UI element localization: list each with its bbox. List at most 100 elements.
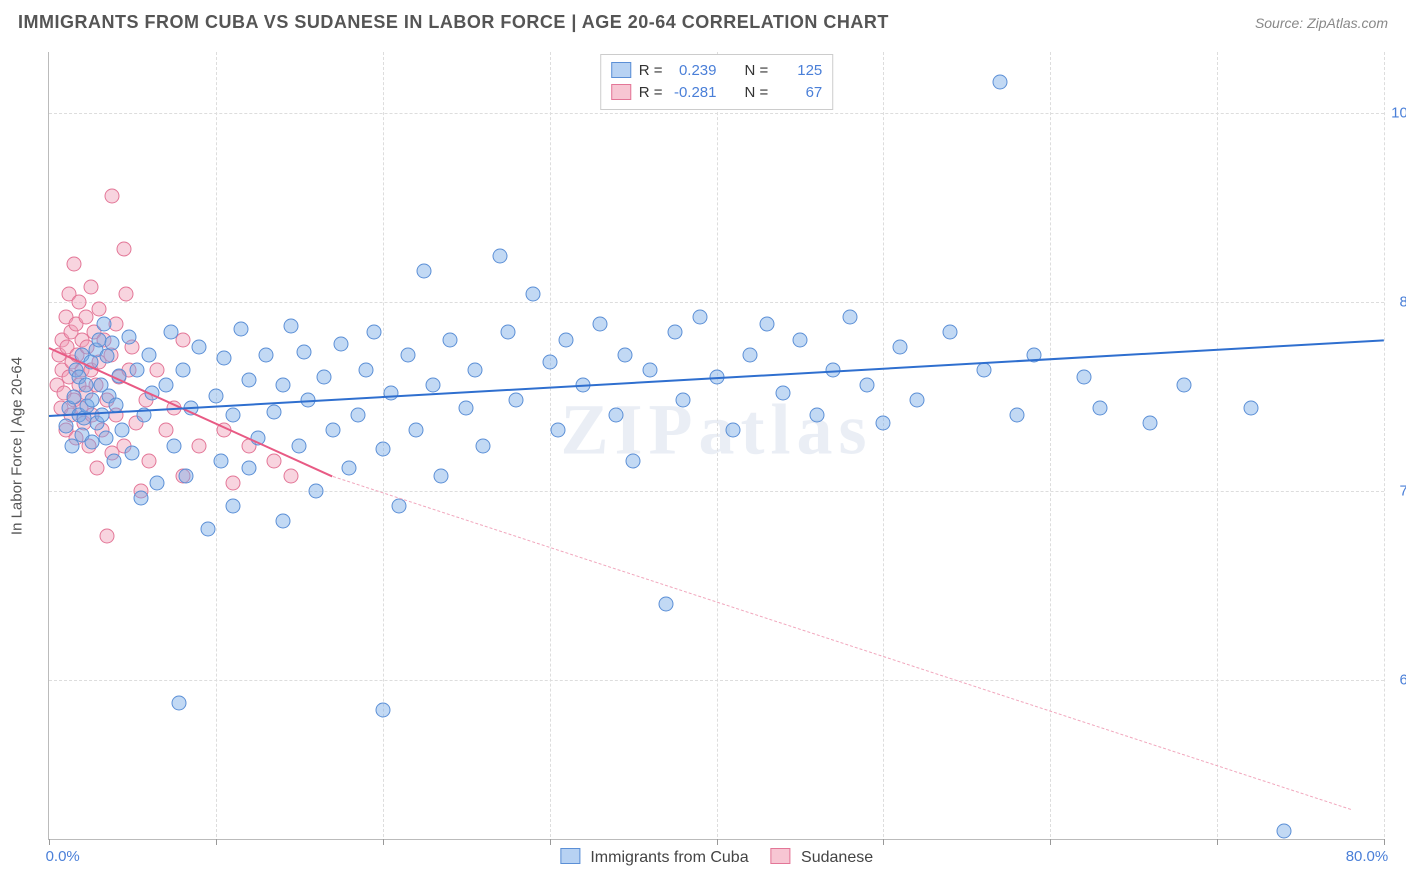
scatter-point: [172, 695, 187, 710]
scatter-point: [742, 347, 757, 362]
scatter-point: [142, 347, 157, 362]
scatter-point: [317, 370, 332, 385]
scatter-point: [809, 408, 824, 423]
scatter-point: [118, 287, 133, 302]
scatter-point: [292, 438, 307, 453]
r-value: 0.239: [671, 62, 717, 79]
x-tick-mark: [550, 839, 551, 845]
scatter-point: [617, 347, 632, 362]
scatter-point: [425, 377, 440, 392]
scatter-point: [133, 491, 148, 506]
scatter-point: [475, 438, 490, 453]
stats-legend-row: R = 0.239 N = 125: [611, 59, 823, 81]
scatter-point: [400, 347, 415, 362]
legend-swatch-cuba: [560, 848, 580, 864]
gridline-vertical: [717, 52, 718, 837]
scatter-point: [100, 349, 115, 364]
legend-item: Immigrants from Cuba: [560, 848, 749, 867]
stats-legend: R = 0.239 N = 125 R = -0.281 N = 67: [600, 54, 834, 110]
scatter-point: [642, 362, 657, 377]
scatter-point: [542, 355, 557, 370]
scatter-point: [667, 324, 682, 339]
scatter-point: [107, 453, 122, 468]
y-tick-label: 75.0%: [1388, 482, 1406, 499]
y-tick-label: 62.5%: [1388, 672, 1406, 689]
scatter-point: [283, 318, 298, 333]
scatter-point: [626, 453, 641, 468]
legend-label: Immigrants from Cuba: [590, 849, 748, 866]
scatter-point: [759, 317, 774, 332]
x-tick-mark: [216, 839, 217, 845]
scatter-point: [676, 393, 691, 408]
x-tick-mark: [883, 839, 884, 845]
scatter-point: [175, 362, 190, 377]
scatter-point: [609, 408, 624, 423]
scatter-point: [275, 514, 290, 529]
n-label: N =: [745, 84, 769, 101]
scatter-point: [876, 415, 891, 430]
x-tick-mark: [49, 839, 50, 845]
gridline-vertical: [883, 52, 884, 837]
scatter-point: [122, 329, 137, 344]
chart-container: IMMIGRANTS FROM CUBA VS SUDANESE IN LABO…: [0, 0, 1406, 892]
scatter-point: [225, 476, 240, 491]
scatter-point: [550, 423, 565, 438]
scatter-point: [359, 362, 374, 377]
scatter-point: [85, 393, 100, 408]
scatter-point: [275, 377, 290, 392]
y-tick-label: 87.5%: [1388, 293, 1406, 310]
scatter-point: [459, 400, 474, 415]
scatter-point: [492, 249, 507, 264]
scatter-point: [467, 362, 482, 377]
x-tick-mark: [1384, 839, 1385, 845]
scatter-point: [297, 344, 312, 359]
scatter-point: [375, 703, 390, 718]
scatter-point: [1176, 377, 1191, 392]
scatter-point: [659, 597, 674, 612]
gridline-vertical: [1217, 52, 1218, 837]
scatter-point: [125, 446, 140, 461]
scatter-point: [233, 321, 248, 336]
scatter-point: [267, 405, 282, 420]
scatter-point: [72, 294, 87, 309]
scatter-point: [776, 385, 791, 400]
scatter-point: [283, 468, 298, 483]
title-bar: IMMIGRANTS FROM CUBA VS SUDANESE IN LABO…: [18, 12, 1388, 33]
x-tick-mark: [1050, 839, 1051, 845]
scatter-point: [334, 337, 349, 352]
gridline-vertical: [550, 52, 551, 837]
legend-swatch-cuba: [611, 62, 631, 78]
chart-title: IMMIGRANTS FROM CUBA VS SUDANESE IN LABO…: [18, 12, 889, 33]
scatter-point: [192, 340, 207, 355]
r-label: R =: [639, 84, 663, 101]
scatter-point: [500, 324, 515, 339]
scatter-point: [167, 438, 182, 453]
scatter-point: [213, 453, 228, 468]
legend-swatch-sudanese: [771, 848, 791, 864]
scatter-point: [142, 453, 157, 468]
x-tick-label: 0.0%: [46, 848, 80, 865]
scatter-point: [83, 279, 98, 294]
series-legend: Immigrants from Cuba Sudanese: [560, 848, 873, 867]
scatter-point: [367, 324, 382, 339]
scatter-point: [150, 476, 165, 491]
scatter-point: [158, 377, 173, 392]
scatter-point: [163, 324, 178, 339]
legend-swatch-sudanese: [611, 84, 631, 100]
n-label: N =: [745, 62, 769, 79]
stats-legend-row: R = -0.281 N = 67: [611, 81, 823, 103]
gridline-vertical: [1050, 52, 1051, 837]
scatter-point: [1076, 370, 1091, 385]
y-axis-title: In Labor Force | Age 20-64: [9, 356, 26, 534]
scatter-point: [976, 362, 991, 377]
scatter-point: [1276, 824, 1291, 839]
scatter-point: [909, 393, 924, 408]
scatter-point: [993, 75, 1008, 90]
r-value: -0.281: [671, 84, 717, 101]
scatter-point: [525, 287, 540, 302]
scatter-point: [90, 461, 105, 476]
x-tick-label: 80.0%: [1346, 848, 1389, 865]
scatter-point: [208, 388, 223, 403]
gridline-vertical: [216, 52, 217, 837]
legend-label: Sudanese: [801, 849, 873, 866]
